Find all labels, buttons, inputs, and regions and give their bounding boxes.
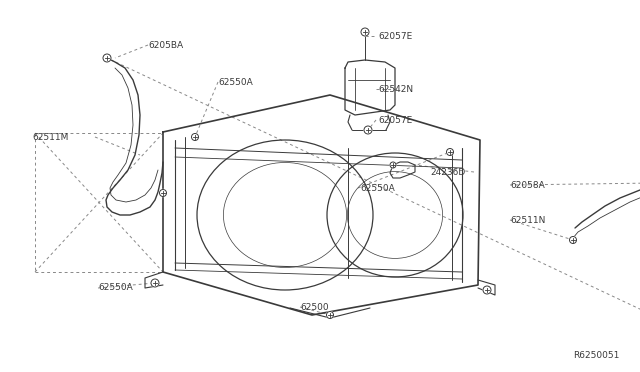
Text: 62500: 62500: [300, 302, 328, 311]
Text: 62550A: 62550A: [98, 283, 132, 292]
Circle shape: [326, 311, 333, 318]
Circle shape: [570, 237, 577, 244]
Text: 6205BA: 6205BA: [148, 41, 183, 49]
Text: 62542N: 62542N: [378, 84, 413, 93]
Circle shape: [483, 286, 491, 294]
Text: 62057E: 62057E: [378, 32, 412, 41]
Text: R6250051: R6250051: [573, 350, 620, 359]
Circle shape: [447, 148, 454, 155]
Text: 62550A: 62550A: [360, 183, 395, 192]
Circle shape: [390, 162, 396, 168]
Circle shape: [191, 134, 198, 141]
Text: 24236D: 24236D: [430, 167, 465, 176]
Circle shape: [361, 28, 369, 36]
Text: 62057E: 62057E: [378, 115, 412, 125]
Text: 62511M: 62511M: [32, 132, 68, 141]
Circle shape: [151, 279, 159, 287]
Text: 62550A: 62550A: [218, 77, 253, 87]
Circle shape: [159, 189, 166, 196]
Circle shape: [364, 126, 372, 134]
Circle shape: [103, 54, 111, 62]
Text: 62058A: 62058A: [510, 180, 545, 189]
Text: 62511N: 62511N: [510, 215, 545, 224]
